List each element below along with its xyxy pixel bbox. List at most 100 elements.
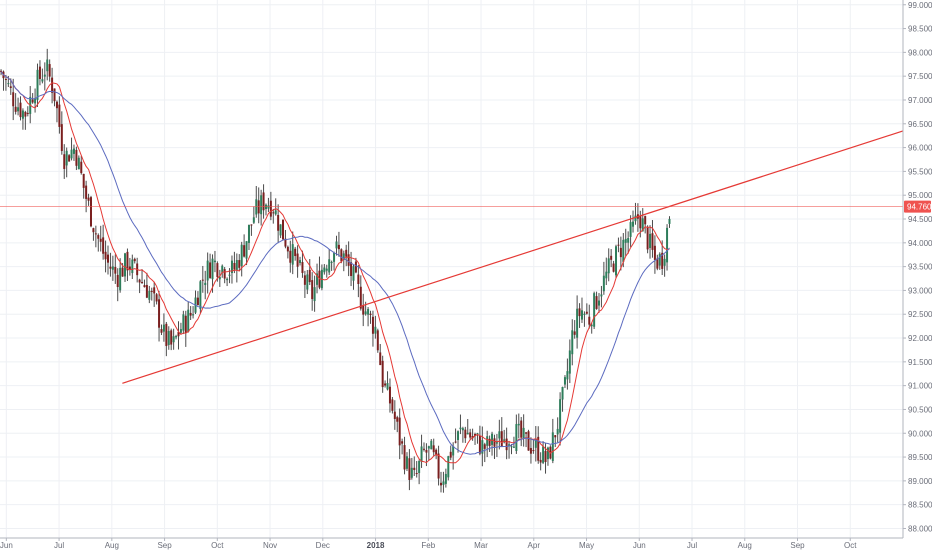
candle-down <box>243 245 246 257</box>
candle-down <box>269 200 272 217</box>
candle-down <box>639 215 642 229</box>
candle-down <box>500 431 503 447</box>
candle-down <box>19 102 22 118</box>
candle-up <box>167 331 170 345</box>
candle-up <box>291 244 294 265</box>
candle-up <box>226 278 229 281</box>
candle-up <box>199 281 202 310</box>
candle-up <box>508 444 511 446</box>
candle-down <box>141 281 144 283</box>
candle-down <box>585 311 588 314</box>
candle-down <box>398 417 401 446</box>
candle-down <box>554 435 557 438</box>
candle-down <box>38 66 41 79</box>
candle-down <box>82 173 85 188</box>
candle-up <box>7 83 10 85</box>
candle-down <box>9 86 12 88</box>
trendline <box>122 130 904 384</box>
candle-up <box>663 258 666 266</box>
candle-up <box>325 268 328 271</box>
candle-down <box>384 383 387 386</box>
candle-up <box>240 244 243 267</box>
candle-up <box>192 314 195 316</box>
candle-down <box>223 269 226 279</box>
candle-up <box>17 107 20 112</box>
candle-down <box>165 323 168 347</box>
y-tick-label: 88.000 <box>908 524 932 533</box>
candle-up <box>111 266 114 270</box>
y-tick-label: 92.000 <box>908 334 932 343</box>
candle-down <box>393 411 396 419</box>
candle-up <box>70 149 73 159</box>
candle-up <box>175 336 178 338</box>
candle-down <box>354 261 357 273</box>
candle-down <box>138 279 141 283</box>
candle-up <box>563 377 566 385</box>
candle-down <box>588 316 591 325</box>
x-tick-label: Sep <box>157 541 172 550</box>
candle-down <box>153 287 156 294</box>
candle-up <box>306 274 309 290</box>
candle-down <box>109 266 112 269</box>
candle-down <box>201 279 204 281</box>
candle-down <box>493 438 496 447</box>
candle-down <box>544 451 547 462</box>
y-tick-label: 98.500 <box>908 25 932 34</box>
candle-down <box>440 482 443 486</box>
trendlines-layer <box>0 130 904 384</box>
candle-up <box>649 233 652 248</box>
candle-up <box>313 287 316 302</box>
candle-down <box>289 250 292 263</box>
candle-down <box>284 238 287 247</box>
candle-up <box>457 431 460 441</box>
x-tick-label: Jul <box>687 541 697 550</box>
last-price-label: 94.760 <box>907 203 932 212</box>
candle-down <box>126 251 129 271</box>
candle-down <box>391 399 394 411</box>
candle-up <box>179 329 182 333</box>
candle-up <box>72 148 75 154</box>
candle-up <box>328 259 331 273</box>
candle-up <box>466 432 469 435</box>
candle-down <box>573 331 576 335</box>
candle-up <box>213 260 216 263</box>
candle-up <box>593 293 596 327</box>
candle-up <box>260 195 263 215</box>
candle-up <box>21 110 24 119</box>
y-tick-label: 95.500 <box>908 167 932 176</box>
moving-averages-layer <box>0 71 670 464</box>
candle-up <box>41 79 44 82</box>
candle-down <box>94 233 97 235</box>
candle-down <box>369 313 372 316</box>
candle-up <box>124 253 127 277</box>
y-tick-label: 95.000 <box>908 191 932 200</box>
candle-down <box>196 297 199 306</box>
y-tick-label: 91.000 <box>908 382 932 391</box>
candle-down <box>282 219 285 240</box>
y-tick-label: 89.500 <box>908 453 932 462</box>
candle-up <box>299 260 302 263</box>
candle-down <box>525 432 528 434</box>
candle-down <box>53 88 56 102</box>
candle-up <box>491 433 494 445</box>
candle-up <box>316 273 319 285</box>
candle-up <box>335 241 338 249</box>
candle-down <box>362 305 365 315</box>
candle-down <box>121 267 124 277</box>
candle-down <box>58 104 61 127</box>
candle-down <box>158 299 161 328</box>
candle-down <box>432 445 435 453</box>
candle-up <box>77 157 80 170</box>
candle-up <box>279 224 282 236</box>
last-price-tag <box>904 200 931 213</box>
candle-down <box>396 417 399 422</box>
candle-down <box>48 64 51 77</box>
candle-down <box>345 249 348 257</box>
candle-up <box>228 274 231 276</box>
candle-up <box>36 69 39 100</box>
candle-down <box>12 92 15 107</box>
candle-down <box>539 459 542 463</box>
